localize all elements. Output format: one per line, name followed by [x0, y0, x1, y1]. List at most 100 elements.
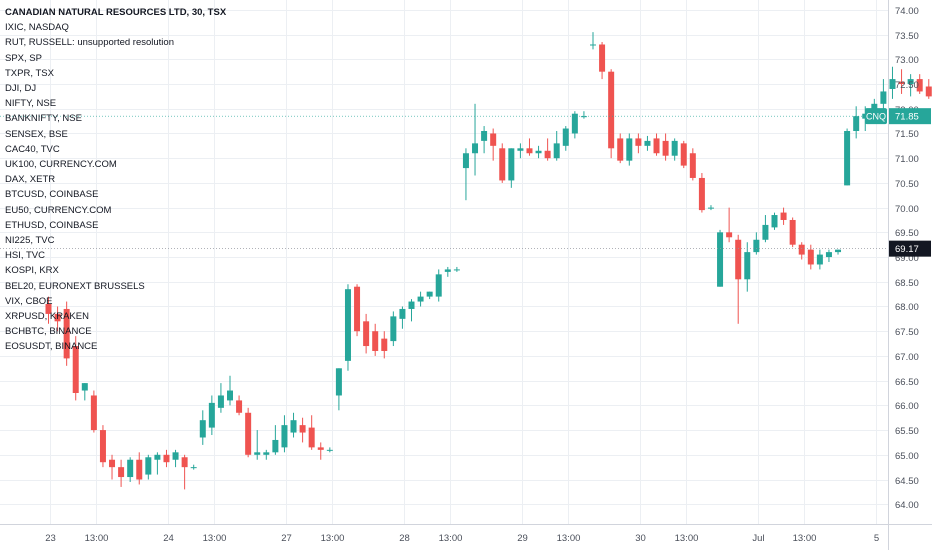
candle-body	[662, 140, 669, 156]
candle-body	[335, 368, 342, 396]
legend-symbol[interactable]: BEL20, EURONEXT BRUSSELS	[5, 280, 145, 292]
x-tick-label: 13:00	[85, 533, 109, 544]
legend-symbol[interactable]: SENSEX, BSE	[5, 128, 68, 140]
candle-body	[172, 452, 179, 460]
candle	[490, 128, 497, 161]
legend-symbol[interactable]: RUT, RUSSELL: unsupported resolution	[5, 37, 174, 49]
candle	[599, 42, 606, 80]
candle	[217, 383, 224, 413]
candle	[45, 296, 52, 324]
candle	[653, 133, 660, 156]
legend-symbol[interactable]: KOSPI, KRX	[5, 265, 59, 277]
legend-symbol[interactable]: BCHBTC, BINANCE	[5, 326, 92, 338]
legend-symbol[interactable]: HSI, TVC	[5, 250, 45, 262]
y-tick-label: 66.50	[895, 377, 919, 388]
candle	[662, 133, 669, 161]
candle	[535, 145, 542, 159]
candle-body	[381, 338, 388, 351]
candle-body	[490, 133, 497, 146]
candle-body	[290, 420, 297, 433]
candle-body	[317, 447, 324, 450]
candle-body	[798, 244, 805, 255]
legend-symbol[interactable]: VIX, CBOE	[5, 295, 53, 307]
candle-body	[698, 177, 705, 211]
candle-body	[580, 116, 587, 118]
legend-symbol[interactable]: SPX, SP	[5, 52, 42, 64]
candle	[499, 143, 506, 183]
candle-body	[707, 207, 714, 209]
legend-symbol[interactable]: EU50, CURRENCY.COM	[5, 204, 112, 216]
candle	[227, 375, 233, 406]
y-tick-label: 65.00	[895, 451, 919, 462]
candle	[626, 133, 633, 166]
current-price-tag	[889, 108, 931, 125]
candle	[426, 291, 433, 300]
candle-body	[181, 457, 188, 468]
candle	[771, 212, 778, 230]
symbol-tag-label: CNQ	[866, 112, 886, 122]
candle	[816, 249, 823, 270]
candle-body	[263, 452, 270, 455]
candle	[462, 148, 469, 201]
candle	[208, 395, 215, 436]
y-tick-label: 64.50	[895, 476, 919, 487]
legend-symbol[interactable]: UK100, CURRENCY.COM	[5, 159, 117, 171]
candle	[835, 249, 842, 255]
candle-body	[90, 395, 97, 431]
candle-body	[635, 138, 642, 146]
candle-body	[308, 427, 315, 448]
candle-body	[254, 452, 261, 455]
candle	[472, 103, 479, 176]
y-tick-label: 68.00	[895, 302, 919, 313]
x-tick-label: 13:00	[557, 533, 581, 544]
legend-symbol[interactable]: TXPR, TSX	[5, 67, 54, 79]
candle	[689, 148, 696, 181]
legend-symbol[interactable]: BTCUSD, COINBASE	[5, 189, 99, 201]
candle	[254, 430, 261, 460]
candle	[481, 126, 488, 154]
candle	[90, 390, 97, 433]
candle-body	[236, 400, 243, 413]
candle	[925, 79, 932, 99]
legend-symbol[interactable]: NI225, TVC	[5, 235, 55, 247]
candle	[236, 395, 243, 416]
legend-symbol[interactable]: CAC40, TVC	[5, 143, 60, 155]
candle	[517, 143, 524, 159]
candle-body	[880, 91, 887, 104]
legend-symbol[interactable]: BANKNIFTY, NSE	[5, 113, 82, 125]
legend-symbol[interactable]: XRPUSD, KRAKEN	[5, 311, 89, 323]
candle-body	[499, 148, 506, 181]
candle-body	[372, 331, 379, 351]
candle	[889, 66, 896, 99]
candle	[571, 111, 578, 139]
legend-symbol[interactable]: DAX, XETR	[5, 174, 56, 186]
candle	[127, 457, 134, 482]
candle	[245, 407, 252, 458]
candle	[290, 412, 297, 438]
time-axis[interactable]: 23 13:00 24 13:00 27 13:00 28 13:00 29 13:00 30 13:…	[0, 524, 932, 545]
candle	[136, 452, 143, 485]
candle-body	[118, 467, 125, 478]
candle-body	[45, 304, 52, 314]
legend-symbol[interactable]: NIFTY, NSE	[5, 98, 57, 110]
legend-symbol[interactable]: DJI, DJ	[5, 83, 37, 95]
legend-symbol[interactable]: ETHUSD, COINBASE	[5, 219, 99, 231]
legend-symbol[interactable]: IXIC, NASDAQ	[5, 22, 69, 34]
candle-body	[390, 316, 397, 342]
legend-symbol[interactable]: EOSUSDT, BINANCE	[5, 341, 98, 353]
candle	[163, 449, 170, 468]
candle	[99, 425, 106, 468]
candle-body	[626, 138, 633, 161]
candle-body	[780, 212, 787, 220]
candle-body	[925, 86, 932, 97]
x-tick-label: 13:00	[321, 533, 345, 544]
candle	[444, 266, 451, 277]
candle	[372, 323, 379, 356]
candle-body	[81, 383, 88, 391]
candle	[54, 306, 61, 332]
crosshair-price-label: 69.17	[895, 244, 919, 255]
candle	[698, 173, 705, 213]
candle-body	[644, 140, 651, 146]
price-axis[interactable]: 64.00 64.50 65.00 65.50 66.00 66.50 67.00 67.50…	[888, 0, 919, 550]
